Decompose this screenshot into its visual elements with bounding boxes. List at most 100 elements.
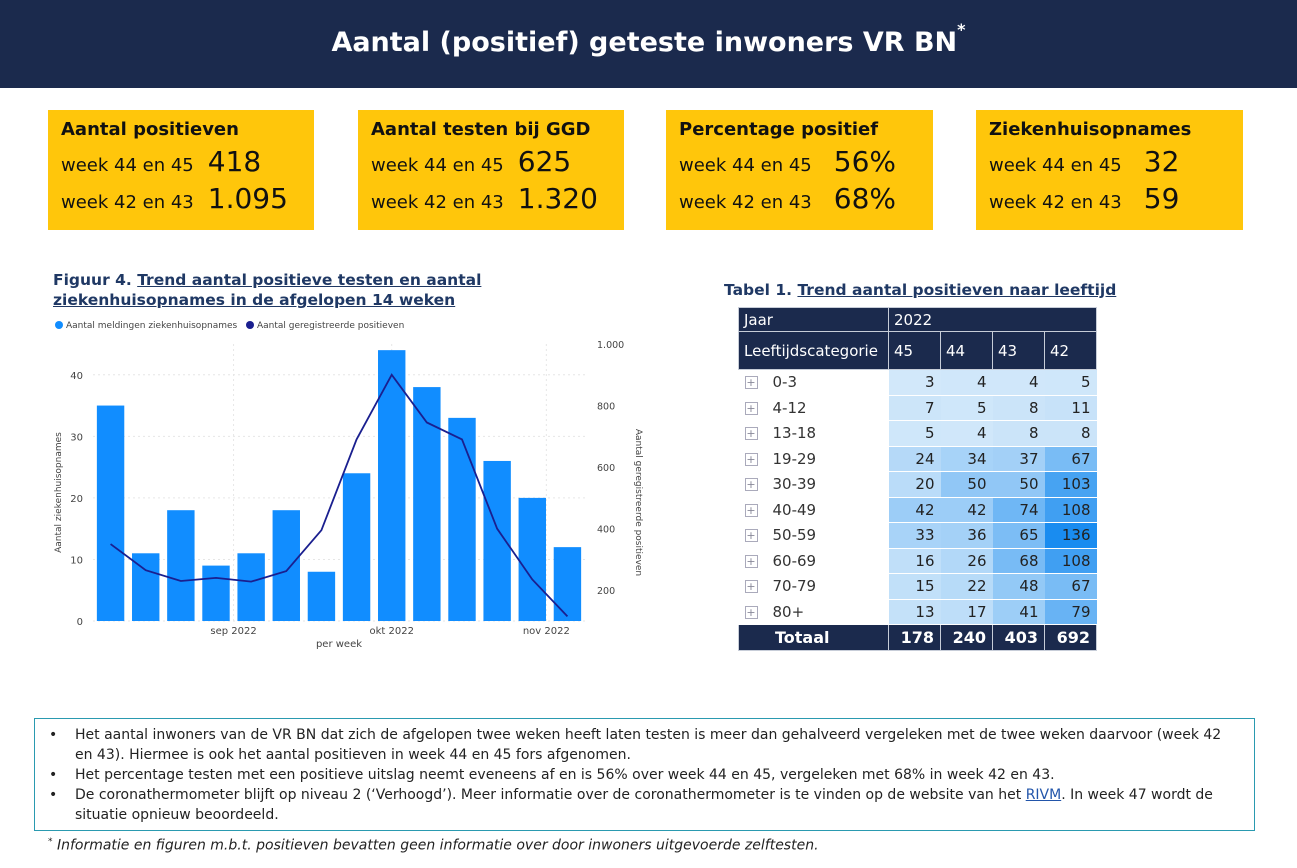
kpi-card-positieven: Aantal positieven week 44 en 45 418 week … (48, 110, 314, 230)
value-cell: 42 (940, 497, 993, 523)
category-label: 80+ (772, 602, 805, 621)
table-row: +13-18 5 4 8 8 (738, 420, 1097, 447)
category-cell: +0-3 (738, 369, 889, 396)
kpi-card-ziekenhuis: Ziekenhuisopnames week 44 en 45 32 week 4… (976, 110, 1243, 230)
table-prefix: Tabel 1. (724, 281, 793, 299)
category-label: 40-49 (772, 500, 817, 519)
table-body: +0-3 3 4 4 5 +4-12 7 5 8 11 +13-18 5 4 8 8 +19-29 24 34 37… (738, 369, 1097, 651)
category-label: 0-3 (772, 373, 798, 392)
x-tick-label: sep 2022 (210, 626, 256, 637)
value-cell: 33 (888, 522, 941, 549)
kpi-card-testen: Aantal testen bij GGD week 44 en 45 625 w… (358, 110, 624, 230)
value-cell: 36 (940, 522, 993, 549)
week-header: 43 (992, 331, 1045, 370)
kpi-row: week 44 en 45 32 (989, 145, 1231, 182)
kpi-value: 1.095 (207, 182, 288, 215)
expand-plus-icon[interactable]: + (744, 427, 758, 441)
category-cell: +70-79 (738, 573, 889, 600)
year-header: Jaar (738, 307, 889, 332)
y2-axis-label: Aantal geregistreerde positieven (633, 429, 643, 576)
value-cell: 67 (1044, 573, 1097, 600)
note-text: De coronathermometer blijft op niveau 2 … (75, 787, 1026, 803)
value-cell: 108 (1044, 497, 1097, 523)
value-cell: 8 (1044, 420, 1097, 447)
kpi-title: Aantal positieven (61, 119, 239, 140)
bar (448, 417, 476, 621)
table-row: +50-59 33 36 65 136 (738, 522, 1097, 549)
trend-chart: 0 10 20 30 40 200 400 600 800 1.000 sep 2022 okt 20… (45, 314, 665, 654)
x-tick-label: okt 2022 (369, 626, 413, 637)
list-item: Het aantal inwoners van de VR BN dat zic… (49, 725, 1234, 765)
week-header: 44 (940, 331, 993, 370)
total-value: 403 (992, 624, 1045, 651)
legend-marker (55, 321, 63, 329)
bar (96, 405, 125, 621)
bar (272, 510, 300, 621)
expand-plus-icon[interactable]: + (744, 554, 758, 568)
expand-plus-icon[interactable]: + (744, 503, 758, 517)
kpi-value: 1.320 (517, 182, 598, 215)
value-cell: 48 (992, 573, 1045, 600)
value-cell: 11 (1044, 395, 1097, 421)
x-axis-label: per week (316, 639, 362, 650)
kpi-value: 418 (207, 145, 262, 178)
bar (237, 553, 265, 621)
expand-plus-icon[interactable]: + (744, 478, 758, 492)
value-cell: 34 (940, 446, 993, 472)
category-cell: +30-39 (738, 471, 889, 498)
bar (167, 510, 195, 621)
kpi-row: week 42 en 43 68% (679, 182, 921, 219)
expand-plus-icon[interactable]: + (744, 529, 758, 543)
value-cell: 22 (940, 573, 993, 600)
kpi-label: week 44 en 45 (989, 155, 1122, 176)
expand-plus-icon[interactable]: + (744, 401, 758, 415)
kpi-label: week 44 en 45 (679, 155, 812, 176)
page-title-text: Aantal (positief) geteste inwoners VR BN (331, 27, 958, 58)
bar (553, 547, 582, 621)
rivm-link[interactable]: RIVM (1025, 787, 1062, 803)
category-label: 4-12 (772, 398, 807, 417)
age-table: Jaar 2022 Leeftijdscategorie 45 44 43 42… (738, 307, 1097, 651)
value-cell: 74 (992, 497, 1045, 523)
table-header-row: Leeftijdscategorie 45 44 43 42 (738, 331, 1097, 370)
kpi-value: 32 (1143, 145, 1180, 178)
total-value: 692 (1044, 624, 1097, 651)
category-cell: +19-29 (738, 446, 889, 472)
kpi-row: week 42 en 43 1.320 (371, 182, 612, 219)
value-cell: 37 (992, 446, 1045, 472)
legend-label: Aantal meldingen ziekenhuisopnames (66, 321, 238, 331)
notes-box: Het aantal inwoners van de VR BN dat zic… (34, 718, 1255, 831)
table-row: +40-49 42 42 74 108 (738, 497, 1097, 523)
value-cell: 4 (940, 369, 993, 396)
category-header: Leeftijdscategorie (738, 331, 889, 370)
figure-prefix: Figuur 4. (53, 271, 132, 289)
y-tick-label: 10 (70, 555, 83, 566)
category-label: 50-59 (772, 526, 817, 545)
table-row: +19-29 24 34 37 67 (738, 446, 1097, 472)
total-row: Totaal 178 240 403 692 (738, 624, 1097, 651)
note-text: . In week 47 wordt de situatie opnieuw b… (75, 787, 1213, 823)
list-item: De coronathermometer blijft op niveau 2 … (49, 785, 1234, 825)
year-value: 2022 (888, 307, 1097, 332)
y-tick-label: 20 (70, 494, 83, 505)
expand-plus-icon[interactable]: + (744, 452, 758, 466)
header-banner: Aantal (positief) geteste inwoners VR BN… (0, 0, 1297, 88)
value-cell: 4 (992, 369, 1045, 396)
value-cell: 5 (1044, 369, 1097, 396)
expand-plus-icon[interactable]: + (744, 580, 758, 594)
y2-tick-label: 400 (597, 525, 615, 536)
category-cell: +4-12 (738, 395, 889, 421)
category-cell: +50-59 (738, 522, 889, 549)
expand-plus-icon[interactable]: + (744, 376, 758, 390)
positives-line (110, 373, 569, 618)
kpi-card-percentage: Percentage positief week 44 en 45 56% wee… (666, 110, 933, 230)
category-cell: +60-69 (738, 548, 889, 574)
expand-plus-icon[interactable]: + (744, 605, 758, 619)
y2-tick-label: 600 (597, 463, 615, 474)
value-cell: 108 (1044, 548, 1097, 574)
value-cell: 50 (940, 471, 993, 498)
value-cell: 41 (992, 599, 1045, 625)
category-cell: +40-49 (738, 497, 889, 523)
value-cell: 15 (888, 573, 941, 600)
value-cell: 8 (992, 395, 1045, 421)
